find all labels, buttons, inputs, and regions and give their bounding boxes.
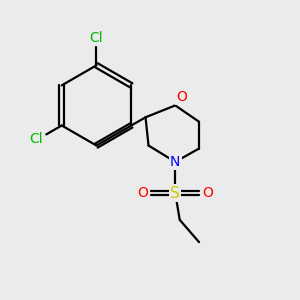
Text: O: O bbox=[138, 186, 148, 200]
Text: Cl: Cl bbox=[90, 31, 103, 45]
Text: S: S bbox=[170, 186, 180, 201]
Text: O: O bbox=[176, 89, 187, 103]
Text: O: O bbox=[202, 186, 213, 200]
Text: N: N bbox=[170, 155, 181, 169]
Text: Cl: Cl bbox=[29, 132, 43, 146]
